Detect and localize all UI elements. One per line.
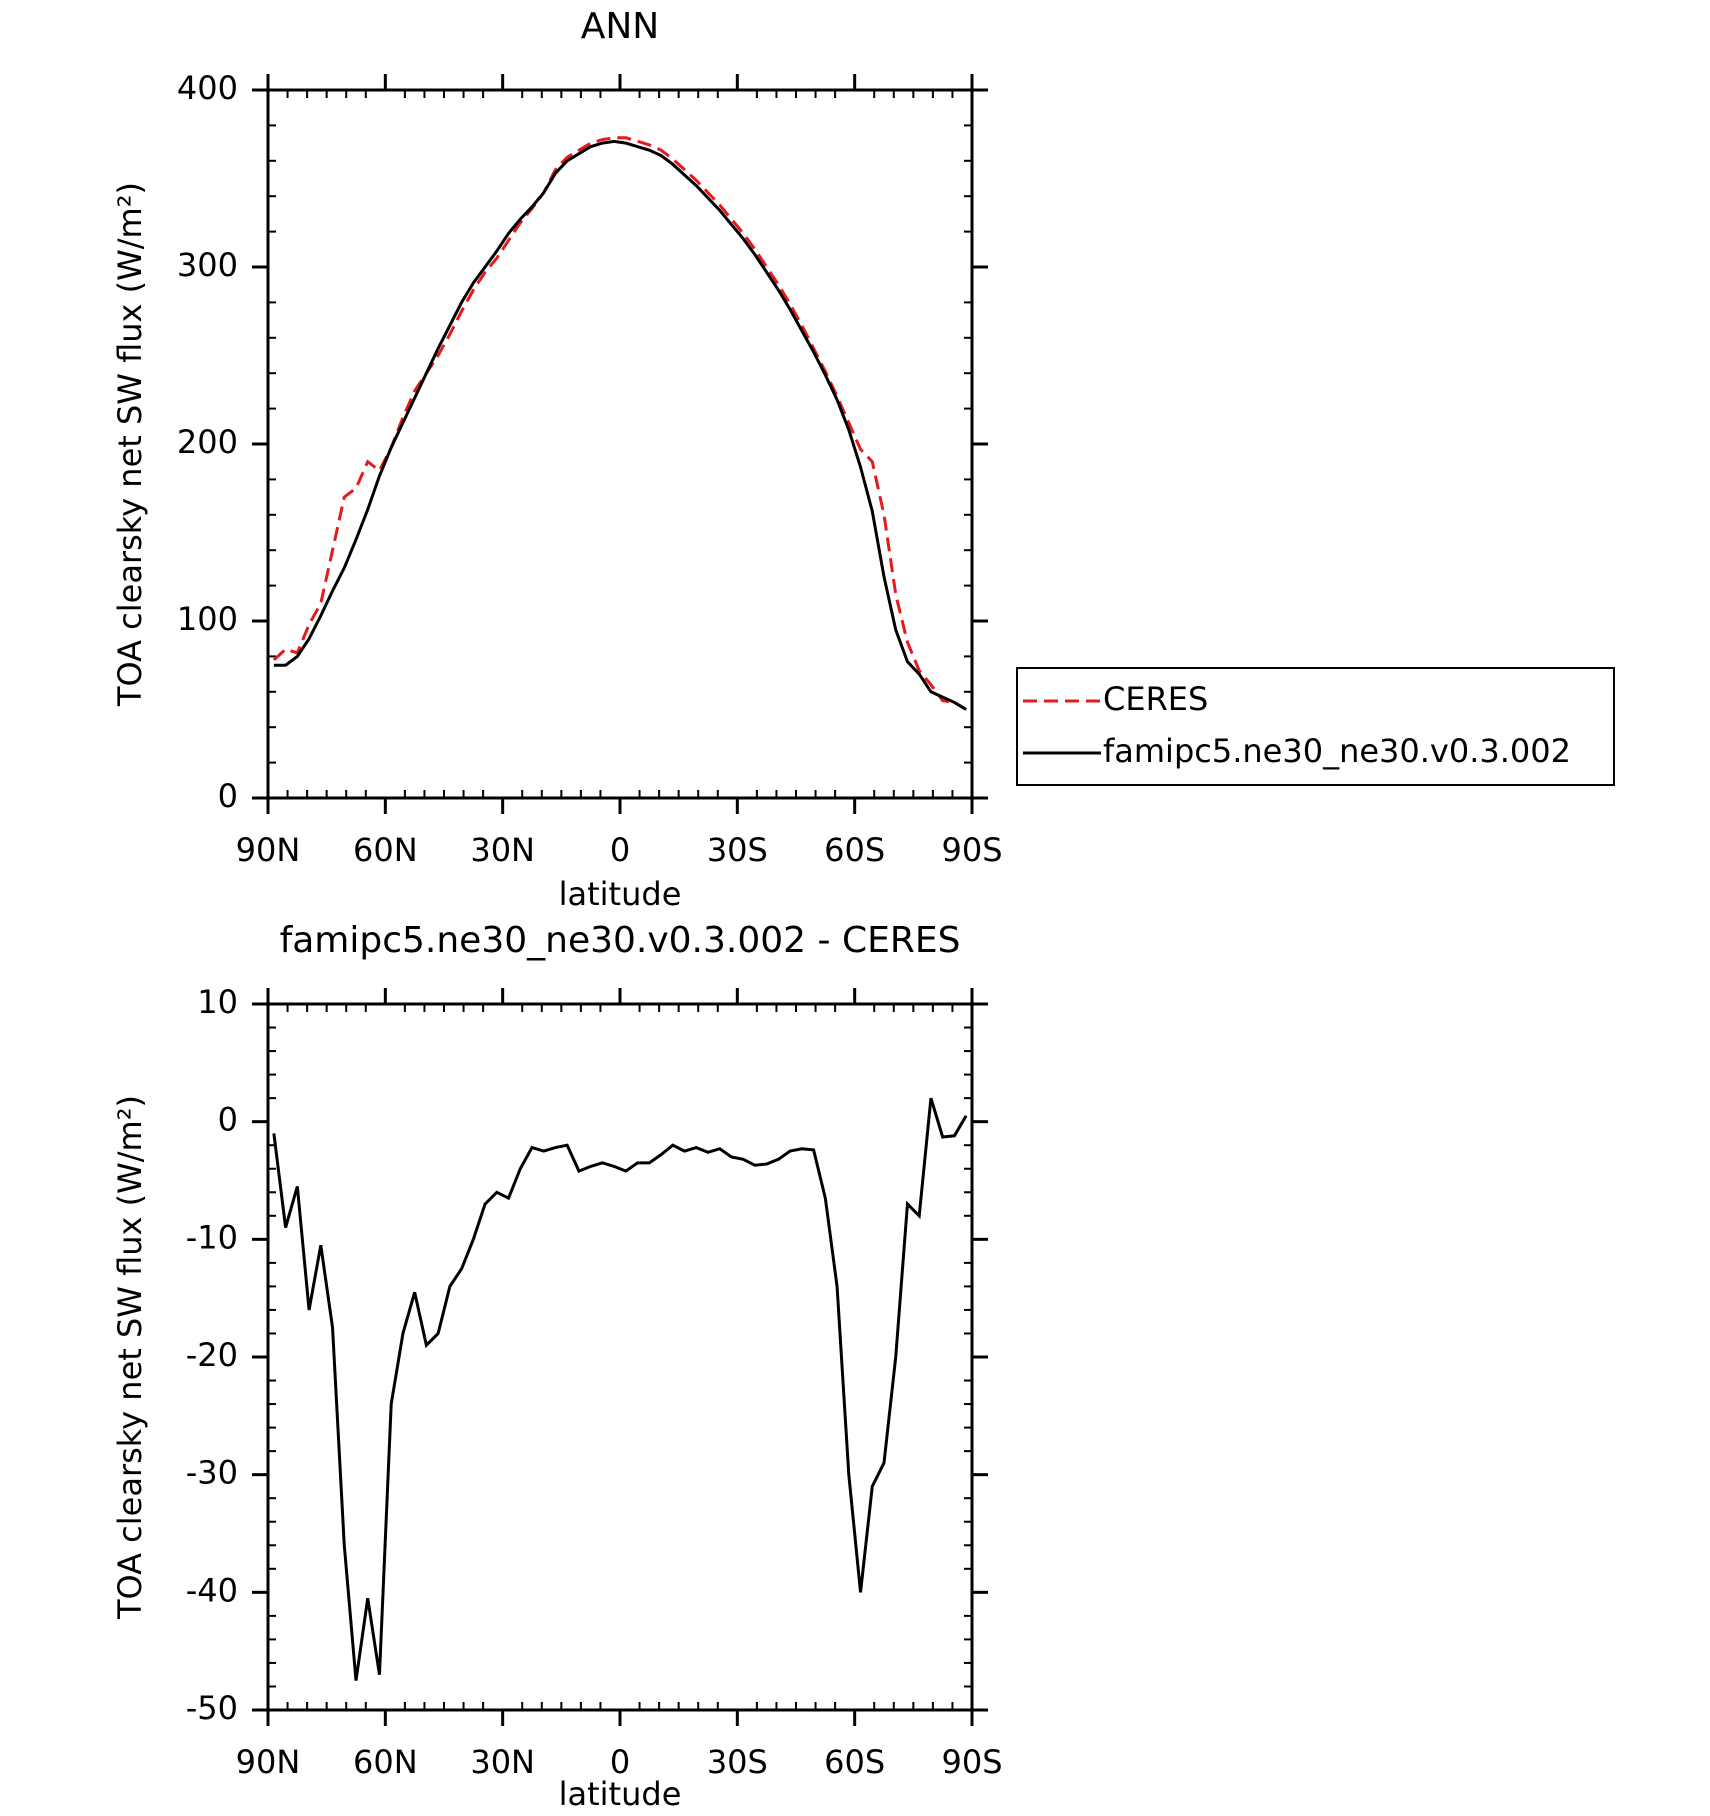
data-line: [272, 1097, 968, 1681]
y-tick-label: -40: [186, 1571, 238, 1609]
y-tick-label: 300: [177, 246, 238, 284]
x-tick-label: 60N: [353, 831, 418, 869]
x-tick-label: 60S: [824, 831, 885, 869]
plot-frame: [266, 1002, 974, 1712]
y-axis-label: TOA clearsky net SW flux (W/m²): [111, 1095, 149, 1620]
y-axis-label: TOA clearsky net SW flux (W/m²): [111, 182, 149, 707]
x-axis-label: latitude: [559, 875, 682, 913]
x-tick-label: 30N: [470, 1743, 535, 1781]
y-tick-label: 0: [218, 1101, 238, 1139]
y-tick-label: 200: [177, 423, 238, 461]
x-tick-label: 90S: [941, 831, 1002, 869]
legend-box: [1016, 667, 1615, 786]
y-tick-label: -20: [186, 1336, 238, 1374]
x-tick-label: 90N: [236, 831, 301, 869]
x-tick-label: 0: [610, 1743, 630, 1781]
data-line: [273, 139, 967, 711]
y-tick-label: 10: [197, 983, 238, 1021]
x-tick-label: 60S: [824, 1743, 885, 1781]
x-axis-label: latitude: [559, 1775, 682, 1813]
y-tick-label: 0: [218, 777, 238, 815]
x-tick-label: 90S: [941, 1743, 1002, 1781]
x-tick-label: 30S: [707, 1743, 768, 1781]
y-tick-label: 400: [177, 69, 238, 107]
y-tick-label: -30: [186, 1454, 238, 1492]
data-line: [272, 136, 967, 711]
y-tick-label: -50: [186, 1689, 238, 1727]
x-tick-label: 30S: [707, 831, 768, 869]
y-tick-label: -10: [186, 1218, 238, 1256]
chart-title: ANN: [581, 6, 660, 47]
x-tick-label: 60N: [353, 1743, 418, 1781]
legend-label: CERES: [1103, 680, 1208, 718]
chart-title: famipc5.ne30_ne30.v0.3.002 - CERES: [280, 920, 961, 961]
legend-label: famipc5.ne30_ne30.v0.3.002: [1103, 732, 1571, 770]
y-tick-label: 100: [177, 600, 238, 638]
plot-frame: [266, 88, 974, 800]
x-tick-label: 90N: [236, 1743, 301, 1781]
x-tick-label: 0: [610, 831, 630, 869]
x-tick-label: 30N: [470, 831, 535, 869]
